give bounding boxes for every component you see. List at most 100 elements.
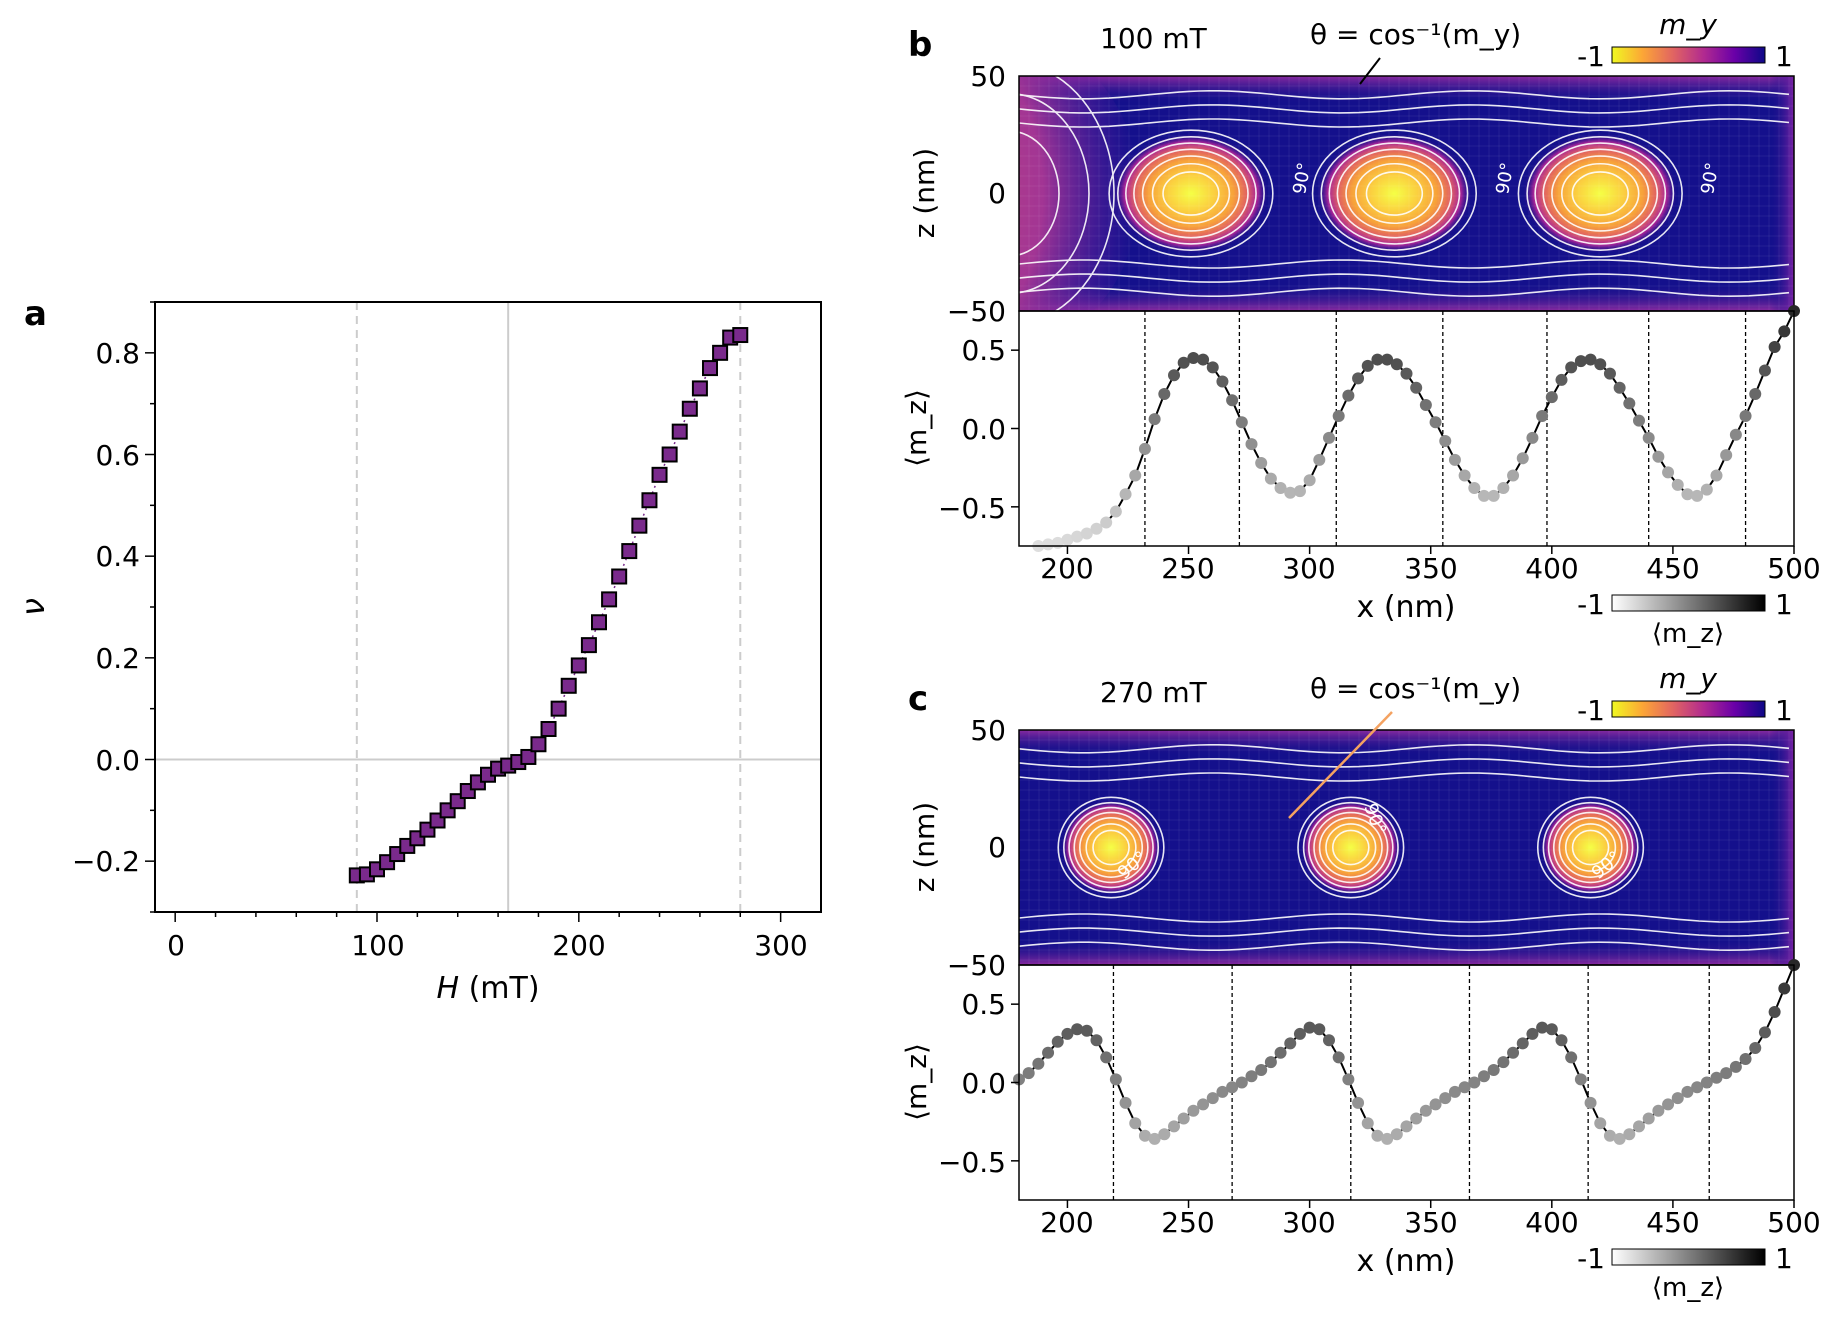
contour-ring: [1079, 817, 1144, 878]
data-point: [1400, 1120, 1413, 1133]
data-point: [1468, 482, 1481, 495]
data-point: [1303, 1021, 1316, 1034]
data-point: [1662, 1098, 1675, 1111]
contour-ring: [1311, 129, 1478, 258]
colorbar-my: [1611, 46, 1766, 64]
data-point: [1187, 1104, 1200, 1117]
y-tick-label: −0.2: [72, 845, 140, 878]
data-point: [1700, 483, 1713, 496]
data-point: [1042, 538, 1055, 551]
contour-ring: [1542, 148, 1659, 239]
data-point: [1129, 1117, 1142, 1130]
data-point: [661, 446, 678, 463]
contour-line: [1019, 941, 1790, 952]
contour-ring: [1054, 76, 1115, 311]
data-point: [681, 400, 698, 417]
x-tick-label: 200: [1040, 552, 1093, 585]
data-point: [1168, 369, 1180, 382]
data-point: [1468, 1076, 1481, 1089]
data-point: [1652, 450, 1665, 463]
contour-ring: [1320, 136, 1469, 251]
y-axis-label: ⟨m_z⟩: [900, 1043, 933, 1121]
contour-ring: [1073, 811, 1149, 884]
contour-ring: [1307, 806, 1394, 889]
data-point: [1691, 1081, 1704, 1094]
data-point: [1109, 505, 1122, 518]
contours: [1019, 76, 1794, 311]
y-tick-label: 0.4: [95, 540, 140, 573]
skyrmion-core: [1300, 800, 1401, 895]
mz-points: [1013, 959, 1800, 1145]
x-tick-label: 100: [351, 929, 404, 962]
data-point: [1710, 469, 1723, 482]
colorbar-min: -1: [1577, 1242, 1605, 1275]
data-point: [1671, 1092, 1684, 1105]
edge-band-bottom: [1019, 939, 1794, 965]
data-point: [1138, 442, 1151, 455]
data-point: [1448, 1085, 1461, 1098]
data-point: [1700, 1076, 1713, 1089]
contour-line: [1019, 89, 1790, 100]
data-point: [1623, 397, 1636, 410]
data-point: [1574, 355, 1587, 368]
data-point: [1574, 1073, 1587, 1086]
data-point: [1274, 1046, 1287, 1059]
y-tick-label: 0.5: [961, 334, 1006, 367]
data-point: [580, 637, 597, 654]
data-point: [1284, 1037, 1297, 1050]
data-point: [1323, 431, 1335, 444]
y-tick-label: −50: [947, 949, 1006, 982]
data-point: [1419, 1104, 1432, 1117]
data-point: [1642, 431, 1655, 444]
data-point: [1177, 1112, 1190, 1125]
data-point: [1729, 428, 1742, 441]
x-tick-label: 300: [754, 929, 807, 962]
y-tick-label: 0.2: [95, 642, 140, 675]
data-point: [1565, 1051, 1578, 1064]
data-point: [1148, 413, 1161, 426]
y-tick-label: 0.8: [95, 337, 140, 370]
edge-band-top: [1019, 730, 1794, 756]
panel-label-c: c: [908, 679, 928, 719]
data-point: [1390, 358, 1403, 371]
data-point: [1148, 1132, 1161, 1145]
data-points: [348, 327, 749, 884]
data-point: [691, 380, 708, 397]
data-point: [1739, 409, 1752, 422]
data-point: [1022, 1067, 1035, 1080]
data-point: [1303, 474, 1316, 487]
data-point: [1042, 1046, 1055, 1059]
contour-line: [1019, 259, 1790, 269]
data-point: [1662, 466, 1675, 479]
data-point: [1187, 352, 1200, 364]
colorbar-mz: [1611, 1248, 1766, 1266]
contour-ring: [1331, 829, 1370, 866]
contour-ring: [1085, 823, 1137, 872]
data-point: [1555, 373, 1568, 386]
data-point: [1429, 416, 1442, 429]
panel-c-line: 0.5 0.0 −0.5 200 250 300 350 400 450 500…: [900, 959, 1821, 1303]
x-axis-label: x (nm): [1357, 1244, 1456, 1279]
data-point: [1439, 1092, 1452, 1105]
data-point: [1555, 1034, 1568, 1047]
data-point: [1177, 356, 1190, 369]
y-tick-label: −0.5: [938, 492, 1006, 525]
contours: [1019, 730, 1794, 965]
data-point: [1235, 1076, 1248, 1089]
skyrmion-core: [1522, 133, 1678, 254]
x-axis-label: x (nm): [1357, 590, 1456, 625]
x-tick-label: 400: [1525, 1206, 1578, 1239]
contour-ring: [1336, 148, 1453, 239]
contour-ring: [1564, 823, 1617, 872]
data-point: [1536, 409, 1549, 422]
data-point: [1352, 372, 1365, 385]
data-point: [1710, 1071, 1723, 1084]
x-tick-label: 400: [1525, 552, 1578, 585]
colorbar-min: -1: [1577, 694, 1605, 727]
y-tick-label: 0: [988, 177, 1006, 210]
data-point: [1332, 409, 1345, 422]
data-point: [1429, 1098, 1442, 1111]
data-point: [732, 327, 749, 344]
data-point: [1284, 486, 1297, 499]
